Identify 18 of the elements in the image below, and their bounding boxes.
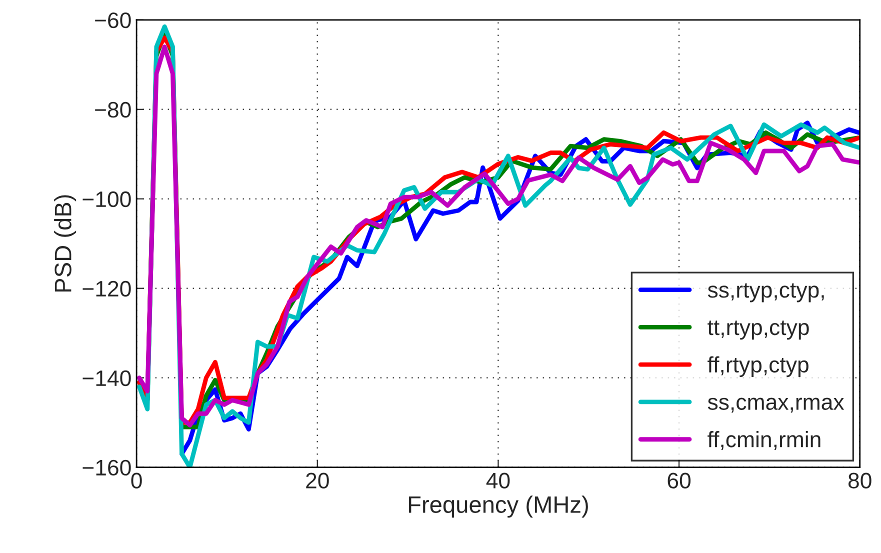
y-tick-label: −80 [95,102,131,118]
y-tick-label: −100 [82,191,131,208]
x-tick-label: 20 [306,472,329,488]
x-tick-label: 40 [486,472,510,488]
legend-label: tt,rtyp,ctyp [708,320,809,340]
x-tick-label: 80 [848,472,872,488]
y-tick-label: −140 [82,370,131,386]
legend-label: ss,cmax,rmax [708,398,844,413]
x-tick-label: 0 [131,472,142,488]
legend-label: ff,rtyp,ctyp [708,356,808,377]
x-axis-title: Frequency (MHz) [408,496,588,518]
legend-label: ss,rtyp,ctyp, [708,283,824,302]
y-tick-label: −120 [82,280,131,297]
x-tick-label: 60 [668,472,691,488]
legend-label: ff,cmin,rmin [708,431,820,450]
y-axis-title: PSD (dB) [54,195,76,292]
y-tick-label: −60 [95,12,131,28]
y-tick-label: −160 [82,460,131,476]
